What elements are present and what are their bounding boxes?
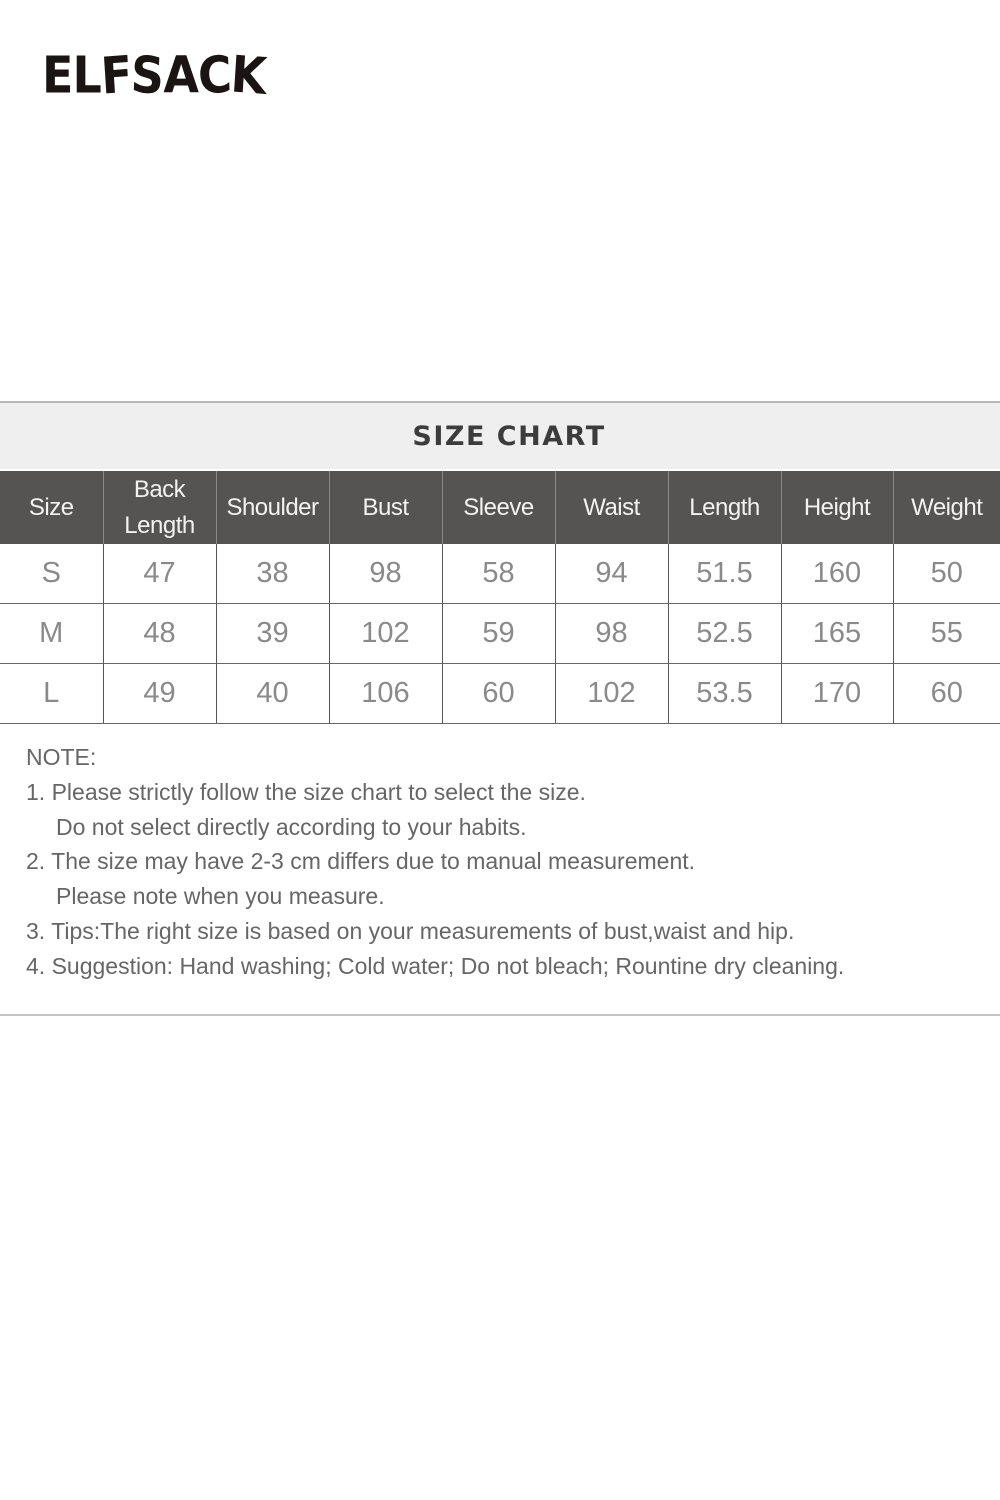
table-header-row: Size Back Length Shoulder Bust Sleeve Waist Le… bbox=[0, 471, 1000, 544]
table-cell: 98 bbox=[554, 603, 668, 664]
table-cell: 60 bbox=[441, 663, 555, 724]
table-cell: 53.5 bbox=[667, 663, 781, 724]
table-cell: 39 bbox=[215, 603, 329, 664]
size-chart-title: SIZE CHART bbox=[0, 403, 1000, 471]
note-line: 2. The size may have 2-3 cm differs due … bbox=[26, 848, 696, 875]
table-row: L 49 40 106 60 102 53.5 170 60 bbox=[0, 663, 1000, 724]
column-header: Waist bbox=[554, 471, 668, 544]
table-cell: L bbox=[0, 663, 103, 724]
note-line: Do not select directly according to your… bbox=[56, 813, 527, 840]
table-cell: 102 bbox=[328, 603, 442, 664]
notes-section: NOTE: 1. Please strictly follow the size… bbox=[26, 740, 844, 984]
column-header: Length bbox=[667, 471, 781, 544]
table-cell: 52.5 bbox=[667, 603, 781, 664]
column-header: Size bbox=[0, 471, 103, 544]
table-cell: 102 bbox=[554, 663, 668, 724]
note-line: 3. Tips:The right size is based on your … bbox=[26, 917, 795, 944]
note-line: Please note when you measure. bbox=[56, 883, 385, 910]
table-cell: 94 bbox=[554, 544, 668, 604]
table-cell: 60 bbox=[892, 663, 1000, 724]
table-cell: 165 bbox=[780, 603, 893, 664]
column-header: Height bbox=[780, 471, 893, 544]
table-cell: 38 bbox=[215, 544, 329, 604]
table-cell: 50 bbox=[892, 544, 1000, 604]
note-line: 4. Suggestion: Hand washing; Cold water;… bbox=[26, 952, 845, 979]
table-cell: 160 bbox=[780, 544, 893, 604]
size-chart: SIZE CHART Size Back Length Shoulder Bust Sl… bbox=[0, 401, 1000, 724]
table-cell: 51.5 bbox=[667, 544, 781, 604]
table-cell: 47 bbox=[102, 544, 216, 604]
table-cell: 106 bbox=[328, 663, 442, 724]
column-header: Back Length bbox=[102, 471, 216, 544]
table-row: M 48 39 102 59 98 52.5 165 55 bbox=[0, 603, 1000, 664]
column-header: Weight bbox=[892, 471, 1000, 544]
table-cell: 55 bbox=[892, 603, 1000, 664]
size-table: Size Back Length Shoulder Bust Sleeve Waist Le… bbox=[0, 471, 1000, 724]
table-row: S 47 38 98 58 94 51.5 160 50 bbox=[0, 544, 1000, 604]
table-cell: 98 bbox=[328, 544, 442, 604]
divider bbox=[0, 1014, 1000, 1016]
table-cell: 170 bbox=[780, 663, 893, 724]
column-header: Bust bbox=[328, 471, 442, 544]
column-header: Sleeve bbox=[441, 471, 555, 544]
table-cell: 58 bbox=[441, 544, 555, 604]
table-cell: 49 bbox=[102, 663, 216, 724]
column-header: Shoulder bbox=[215, 471, 329, 544]
brand-logo: ELFSACK bbox=[42, 44, 268, 106]
table-cell: 59 bbox=[441, 603, 555, 664]
notes-heading: NOTE: bbox=[26, 744, 97, 770]
table-cell: 48 bbox=[102, 603, 216, 664]
table-cell: 40 bbox=[215, 663, 329, 724]
table-cell: M bbox=[0, 603, 103, 664]
note-line: 1. Please strictly follow the size chart… bbox=[26, 778, 586, 805]
table-cell: S bbox=[0, 544, 103, 604]
